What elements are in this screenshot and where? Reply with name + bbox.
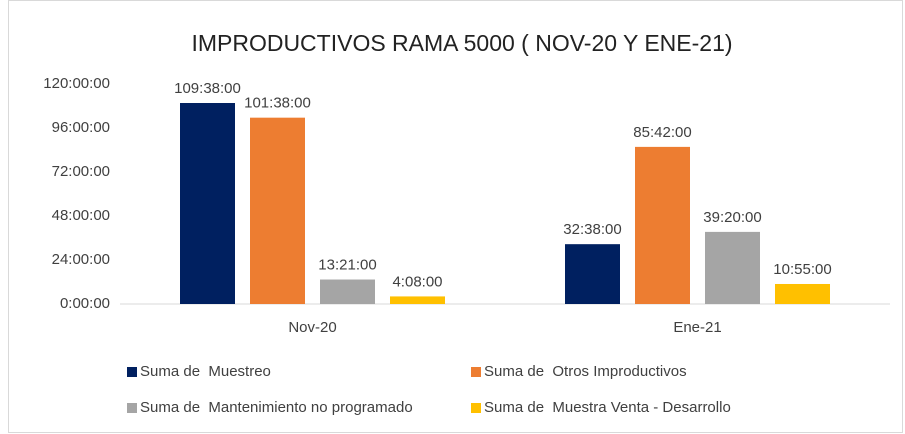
legend-label: Suma de Otros Improductivos xyxy=(484,363,687,380)
data-label: 85:42:00 xyxy=(633,124,691,141)
y-tick-label: 120:00:00 xyxy=(43,75,110,92)
chart-border xyxy=(8,0,903,433)
data-label: 109:38:00 xyxy=(174,80,241,97)
legend-swatch xyxy=(127,403,137,413)
bar xyxy=(705,231,760,304)
data-label: 10:55:00 xyxy=(773,261,831,278)
data-label: 101:38:00 xyxy=(244,95,311,112)
y-tick-label: 48:00:00 xyxy=(52,207,110,224)
bar xyxy=(390,296,445,304)
y-tick-label: 96:00:00 xyxy=(52,119,110,136)
y-tick-label: 0:00:00 xyxy=(60,295,110,312)
legend-label: Suma de Muestreo xyxy=(140,363,271,380)
bar xyxy=(320,279,375,304)
y-tick-label: 24:00:00 xyxy=(52,251,110,268)
legend-swatch xyxy=(127,367,137,377)
data-label: 4:08:00 xyxy=(392,273,442,290)
bar xyxy=(180,103,235,304)
x-tick-label: Nov-20 xyxy=(288,319,336,336)
data-label: 13:21:00 xyxy=(318,256,376,273)
bar xyxy=(565,244,620,304)
bar xyxy=(250,117,305,304)
chart-title: IMPRODUCTIVOS RAMA 5000 ( NOV-20 Y ENE-2… xyxy=(191,30,732,56)
data-label: 39:20:00 xyxy=(703,209,761,226)
legend-label: Suma de Muestra Venta - Desarrollo xyxy=(484,399,731,416)
legend-swatch xyxy=(471,403,481,413)
legend-label: Suma de Mantenimiento no programado xyxy=(140,399,413,416)
legend-swatch xyxy=(471,367,481,377)
data-label: 32:38:00 xyxy=(563,221,621,238)
bar xyxy=(775,283,830,304)
bar xyxy=(635,146,690,304)
y-tick-label: 72:00:00 xyxy=(52,163,110,180)
x-tick-label: Ene-21 xyxy=(673,319,721,336)
